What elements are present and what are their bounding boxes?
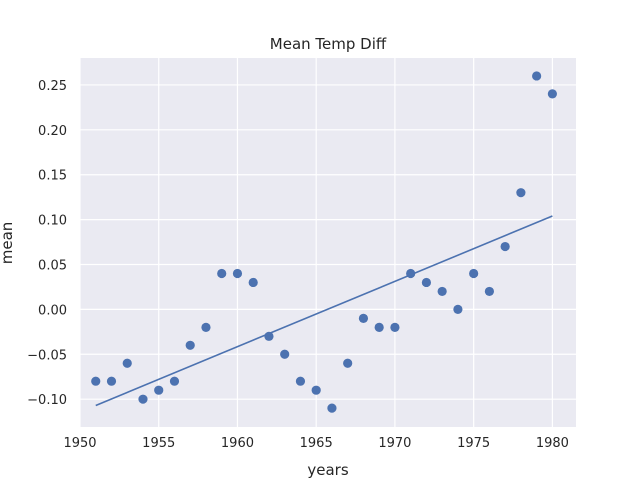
data-point [264, 331, 274, 341]
data-point [343, 358, 353, 368]
y-tick-label: 0.25 [38, 79, 67, 94]
data-point [421, 277, 432, 288]
data-point [516, 188, 526, 198]
data-point [453, 304, 463, 314]
data-point [532, 71, 542, 81]
plot-background [80, 58, 576, 427]
data-point [106, 376, 117, 386]
y-tick-label: −0.10 [27, 393, 67, 408]
data-point [169, 376, 180, 386]
fit-line-group [95, 215, 553, 407]
y-tick-label: 0.00 [38, 303, 67, 318]
points-group [91, 71, 557, 413]
y-tick-label: 0.15 [38, 169, 67, 184]
data-point [406, 268, 416, 279]
grid [79, 58, 576, 427]
data-point [484, 286, 494, 297]
data-point [547, 89, 557, 99]
y-tick-label: 0.10 [38, 214, 67, 229]
chart-title: Mean Temp Diff [270, 35, 387, 53]
data-point [232, 268, 243, 279]
x-tick-label: 1950 [63, 436, 96, 451]
data-point [201, 322, 211, 332]
data-point [500, 241, 510, 252]
data-point [295, 376, 306, 386]
fit-line [95, 215, 553, 407]
y-axis-label: mean [0, 222, 16, 265]
data-point [91, 376, 101, 386]
data-point [185, 340, 195, 350]
data-point [248, 277, 258, 288]
y-tick-label: 0.05 [38, 258, 67, 273]
y-tick-label: −0.05 [27, 348, 67, 363]
data-point [327, 403, 337, 413]
data-point [390, 322, 400, 332]
x-tick-label: 1975 [457, 436, 490, 451]
data-point [154, 385, 164, 395]
data-point [138, 394, 148, 404]
x-tick-label: 1955 [142, 436, 175, 451]
data-point [437, 286, 447, 297]
y-tick-label: 0.20 [38, 124, 67, 139]
x-tick-label: 1970 [378, 436, 411, 451]
y-ticks: −0.10 −0.05 0.00 0.05 0.10 0.15 0.20 0.25 [27, 79, 67, 408]
data-point [374, 322, 384, 332]
data-point [311, 385, 321, 395]
data-point [122, 358, 132, 368]
x-tick-label: 1980 [536, 436, 569, 451]
data-point [280, 349, 290, 359]
x-axis-label: years [307, 461, 348, 479]
x-tick-label: 1965 [300, 436, 333, 451]
x-ticks: 1950 1955 1960 1965 1970 1975 1980 [63, 436, 568, 451]
data-point [217, 268, 227, 279]
x-tick-label: 1960 [221, 436, 254, 451]
data-point [469, 268, 479, 279]
data-point [358, 313, 369, 323]
